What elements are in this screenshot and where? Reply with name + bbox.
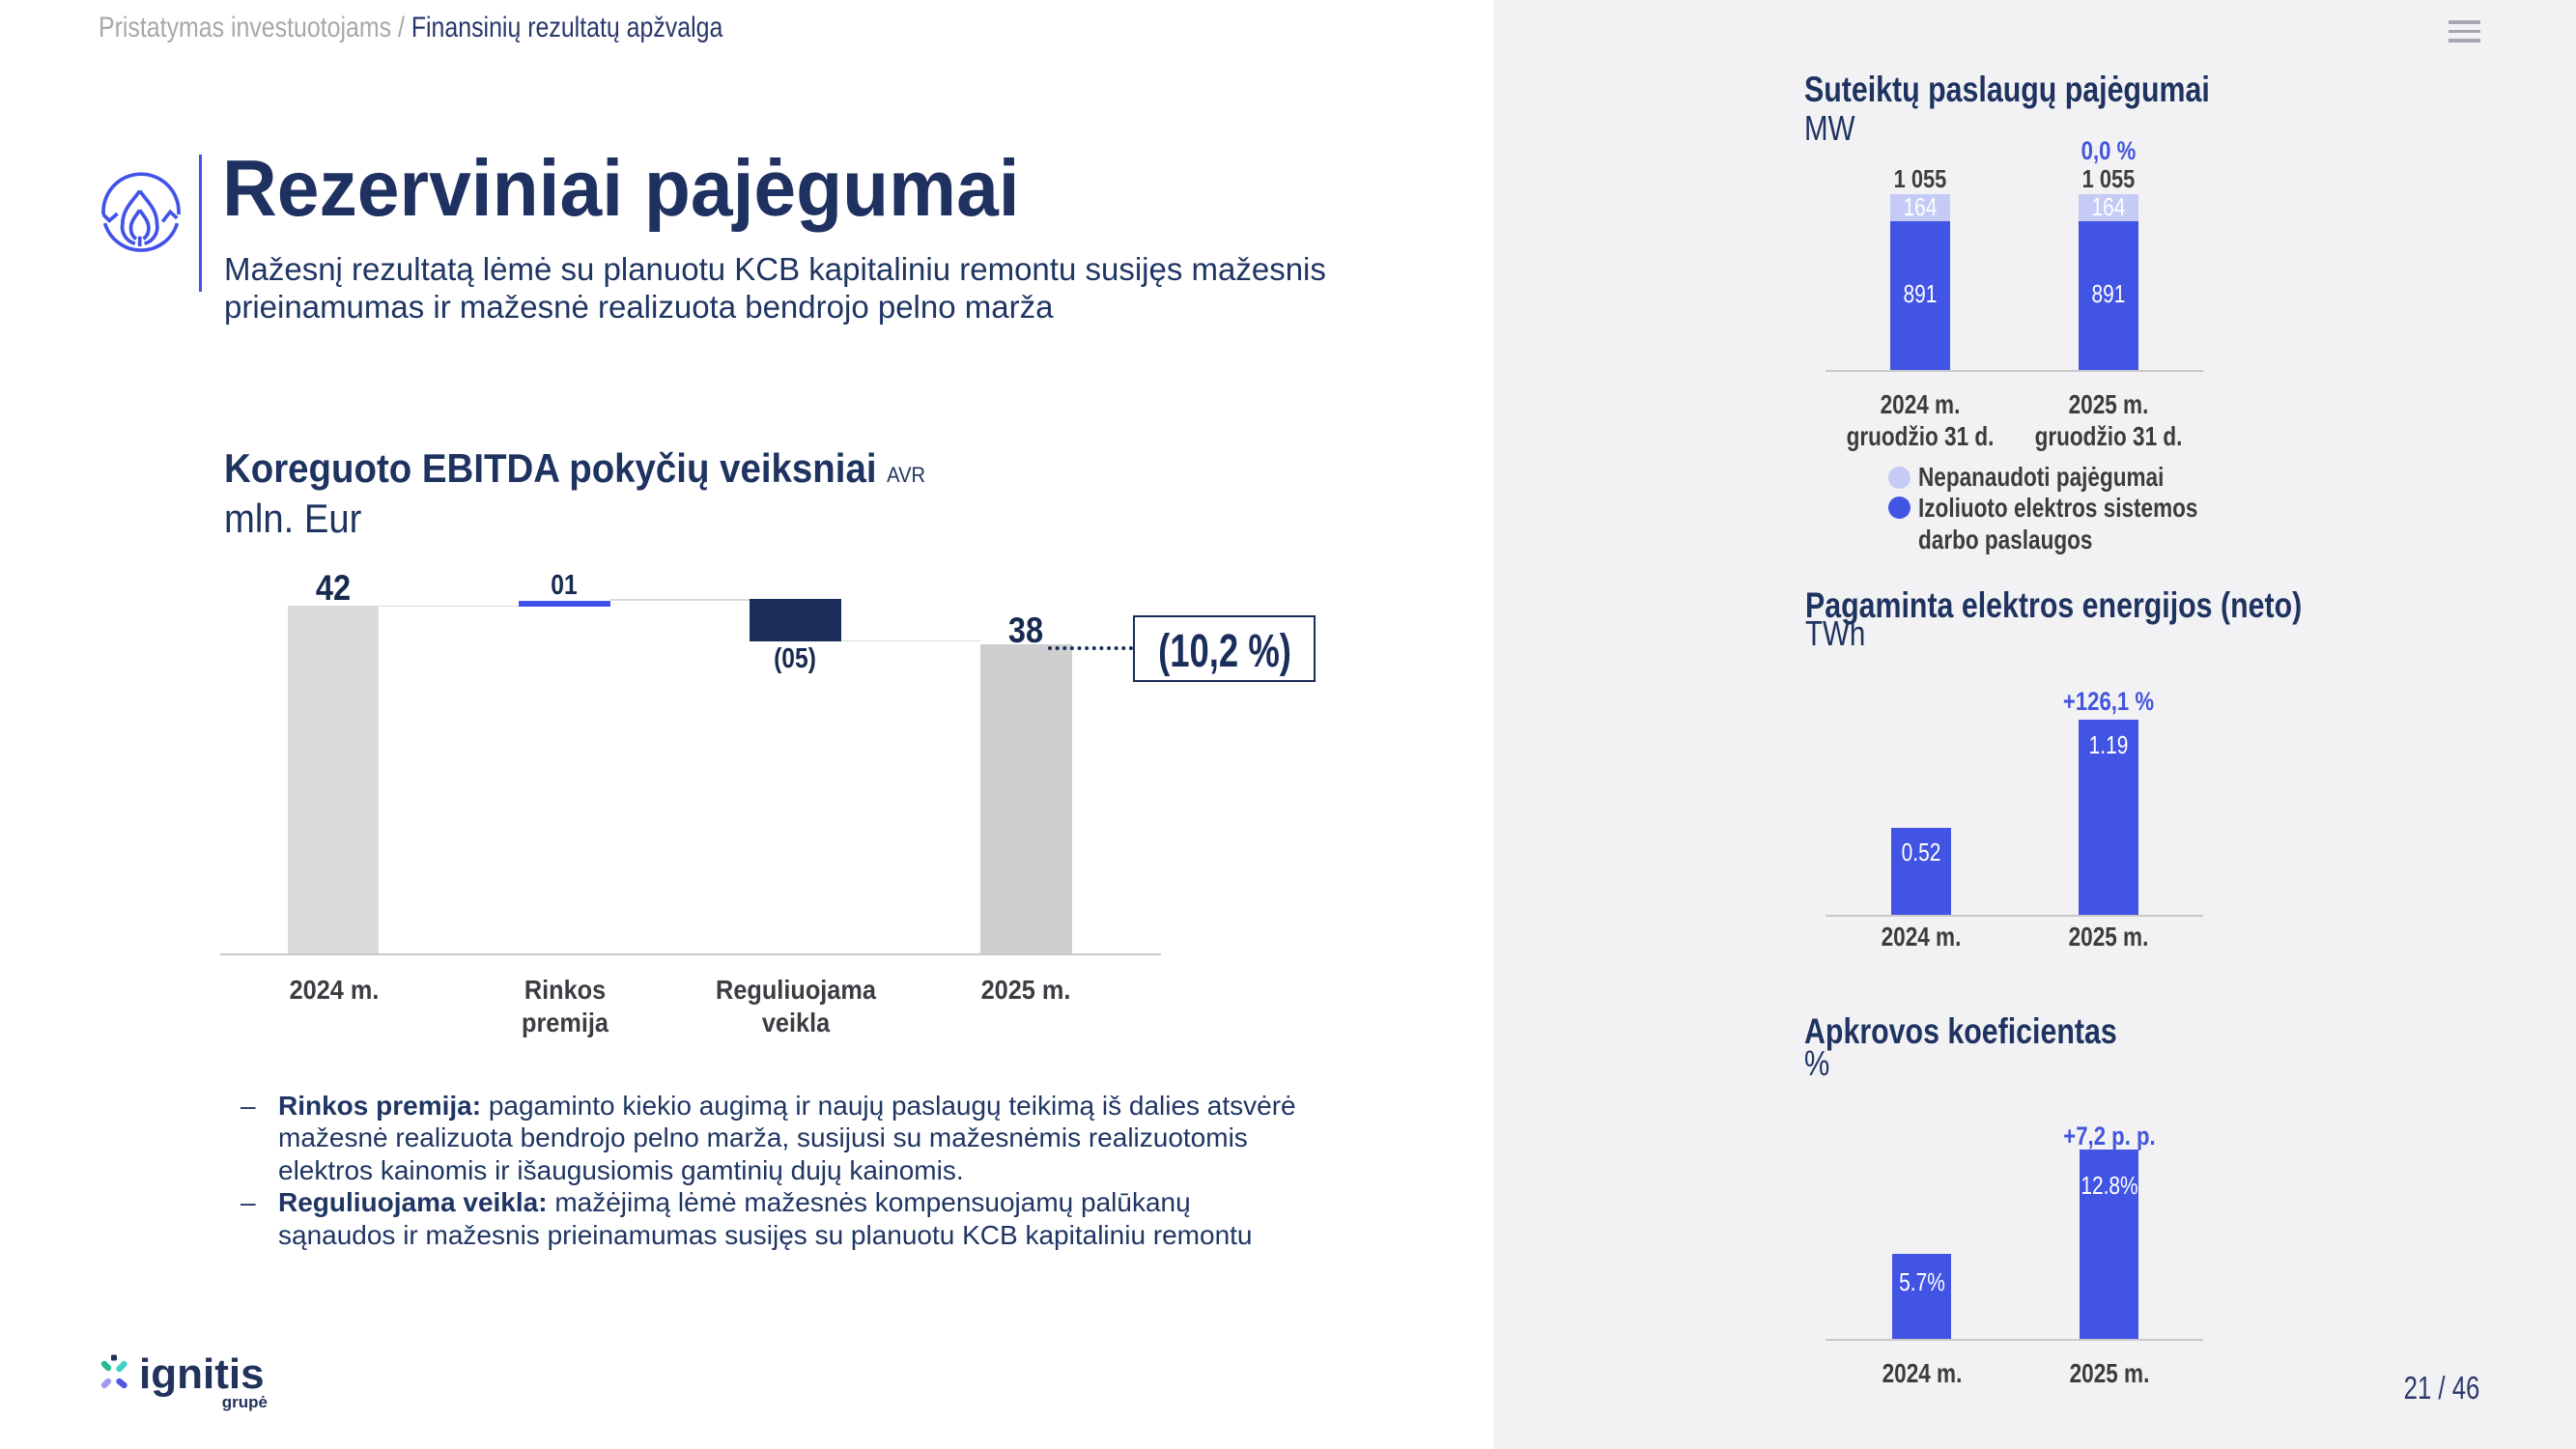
svg-text:ignitis: ignitis (139, 1350, 265, 1398)
svg-text:grupė: grupė (222, 1393, 268, 1411)
